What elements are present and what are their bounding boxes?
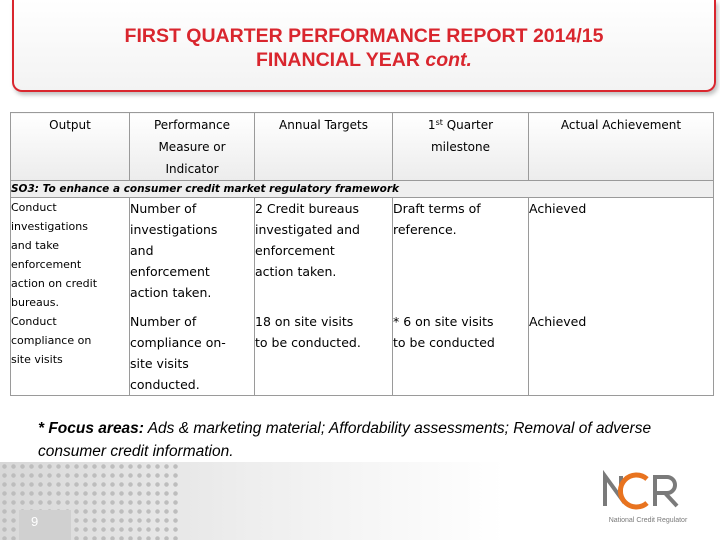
logo-tagline: National Credit Regulator <box>609 517 688 524</box>
measure-cell: Number of investigations and enforcement… <box>129 197 255 396</box>
annual-row-2: 18 on site visits to be conducted. <box>255 314 361 350</box>
header-annual-targets: Annual Targets <box>254 112 393 181</box>
header-actual-achievement: Actual Achievement <box>528 112 714 181</box>
actual-achievement-cell: Achieved - - - - Achieved <box>528 197 714 396</box>
header-output: Output <box>10 112 130 181</box>
annual-target-cell: 2 Credit bureaus investigated and enforc… <box>254 197 393 396</box>
section-heading: SO3: To enhance a consumer credit market… <box>10 180 714 198</box>
table-header-row: Output Performance Measure or Indicator … <box>10 112 714 181</box>
footer-band <box>0 462 720 540</box>
title-banner: FIRST QUARTER PERFORMANCE REPORT 2014/15… <box>12 0 716 92</box>
status-achieved: Achieved <box>529 314 587 329</box>
milestone-row-2: * 6 on site visits to be conducted <box>393 314 495 350</box>
table-row: Conduct investigations and take enforcem… <box>10 197 714 396</box>
measure-row-2: Number of compliance on- site visits con… <box>130 314 226 392</box>
ncr-logo: National Credit Regulator <box>603 470 688 524</box>
focus-areas-note: * Focus areas: Ads & marketing material;… <box>38 420 652 460</box>
milestone-cell: Draft terms of reference. - - - * 6 on s… <box>392 197 529 396</box>
status-achieved: Achieved <box>529 201 587 216</box>
output-cell: Conduct investigations and take enforcem… <box>10 197 130 396</box>
logo-mark-icon <box>603 470 679 510</box>
page-number: 9 <box>19 510 71 540</box>
header-milestone: 1st Quarter milestone <box>392 112 529 181</box>
page-title: FIRST QUARTER PERFORMANCE REPORT 2014/15… <box>124 25 604 71</box>
header-performance: Performance Measure or Indicator <box>129 112 255 181</box>
section-row: SO3: To enhance a consumer credit market… <box>10 180 714 198</box>
performance-table: Output Performance Measure or Indicator … <box>10 112 714 396</box>
